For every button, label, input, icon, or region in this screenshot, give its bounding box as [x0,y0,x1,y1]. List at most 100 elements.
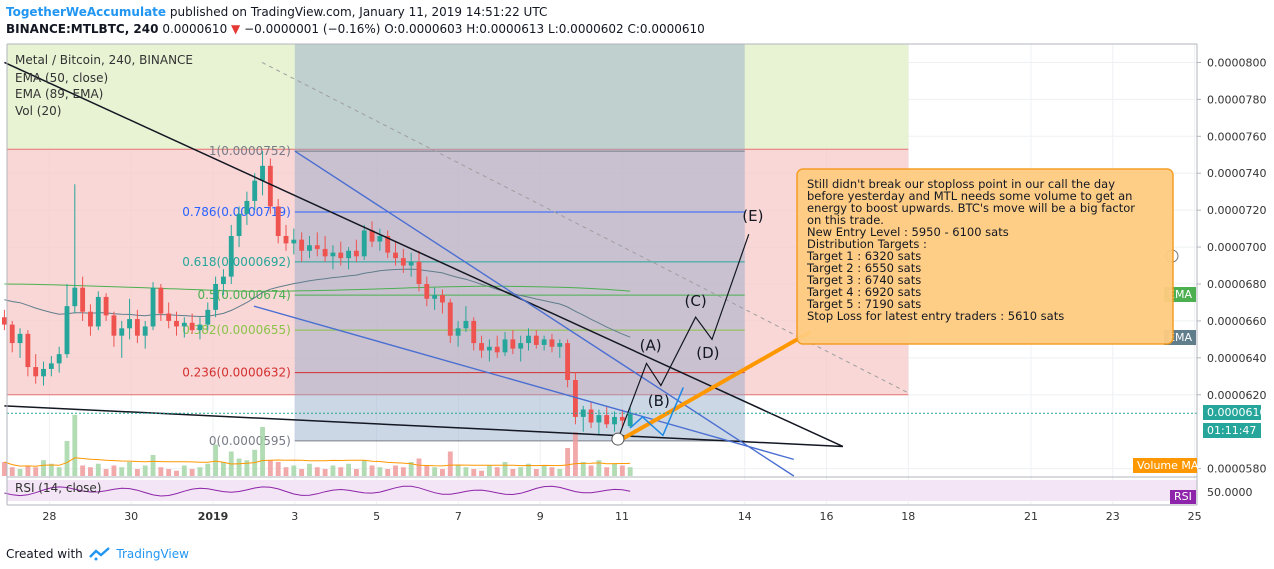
volume-bar [9,467,15,476]
trade-note-box[interactable] [796,168,1174,345]
blue-channel-lower [253,305,794,461]
candle-body [502,339,508,353]
black-descending-trendline [4,61,844,448]
volume-bar [314,467,320,476]
volume-bar [119,467,125,476]
candle-body [166,313,172,321]
volume-bar [283,467,289,476]
y-tick-label: 0.0000680 [1207,278,1267,291]
candle-body [447,302,453,336]
candle-body [236,213,242,236]
note-line: Target 4 : 6920 sats [806,285,921,299]
candle-body [440,295,445,303]
anchor-handle[interactable] [611,432,625,446]
candle-body [134,319,140,336]
candle-body [494,346,500,353]
candle-body [260,165,265,181]
candle-body [119,328,125,336]
volume-bar [111,465,117,476]
volume-bar [604,467,610,476]
candle-body [64,306,70,355]
created-with: Created with [6,546,83,561]
volume-bar [353,469,359,476]
volume-bar [479,470,484,476]
volume-bar [588,465,594,476]
volume-bar [56,467,62,476]
x-tick-label: 30 [124,510,138,523]
candle-body [471,320,477,344]
candle-body [25,333,31,368]
candle-body [48,363,54,369]
candle-body [541,339,547,345]
candle-body [299,239,305,251]
y-tick-label: 0.0000660 [1207,315,1267,328]
volume-bar [486,465,492,476]
volume-bar [432,467,438,476]
candle-body [221,276,226,284]
note-line: Target 2 : 6550 sats [806,261,921,275]
legend-ema89[interactable]: EMA (89, EMA) [15,87,104,101]
volume-bar [447,451,453,476]
candle-body [150,287,156,327]
volume-bar [510,469,516,476]
candle-body [612,416,617,425]
volume-bar [134,469,140,476]
countdown-tag[interactable] [1203,423,1261,438]
volume-bar [25,465,31,476]
candle-body [557,343,563,347]
x-tick-label: 16 [820,510,834,523]
author-link[interactable]: TogetherWeAccumulate [6,5,167,19]
candle-body [533,335,539,345]
candle-body [463,320,469,329]
publish-header: TogetherWeAccumulate published on Tradin… [6,5,547,19]
candle-body [573,380,578,417]
tradingview-brand[interactable]: TradingView [116,546,189,561]
last-price-tag[interactable] [1203,405,1261,420]
fib-label: 0.236(0.0000632) [182,366,291,380]
candle-body [275,206,281,236]
red-zone [7,149,909,395]
candle-body [393,252,398,259]
volume-bar [400,467,406,476]
y-tick-label: 0.0000580 [1207,463,1267,476]
volume-bar [95,463,101,476]
wave-label: (A) [640,336,662,354]
candle-body [338,252,344,259]
candle-body [33,367,39,377]
symbol-label: BINANCE:MTLBTC, 240 [6,22,159,36]
x-tick-label: 28 [42,510,56,523]
candle-body [479,343,484,351]
volume-bar [174,470,179,476]
tradingview-logo-icon [88,547,110,561]
volume-bar [33,467,39,476]
y-tick-label: 0.0000760 [1207,130,1267,143]
volume-bar [291,465,297,476]
candle-body [604,415,610,425]
candle-body [283,236,289,244]
x-tick-label: 21 [1024,510,1038,523]
volume-bar [64,441,70,476]
legend-volume[interactable]: Vol (20) [15,104,62,118]
volume-bar [518,467,524,476]
candle-body [291,239,297,244]
candle-body [322,248,328,257]
x-tick-label: 3 [291,510,298,523]
volume-bar [494,467,500,476]
volume-bar [455,465,461,476]
candle-body [56,354,62,364]
volume-ma-tag[interactable] [1133,458,1197,473]
candle-body [142,326,148,336]
grey-dashed-trendline [261,62,909,394]
x-tick-label: 7 [455,510,462,523]
rsi-tag[interactable] [1170,490,1196,504]
volume-bar [549,467,555,476]
legend-ema50[interactable]: EMA (50, close) [15,71,109,85]
rsi-line [4,485,631,497]
candle-body [377,236,383,242]
volume-bar [580,462,586,476]
ema-50-line [4,268,631,338]
candle-body [510,339,516,349]
candle-body [103,296,109,316]
volume-bar [80,465,86,476]
